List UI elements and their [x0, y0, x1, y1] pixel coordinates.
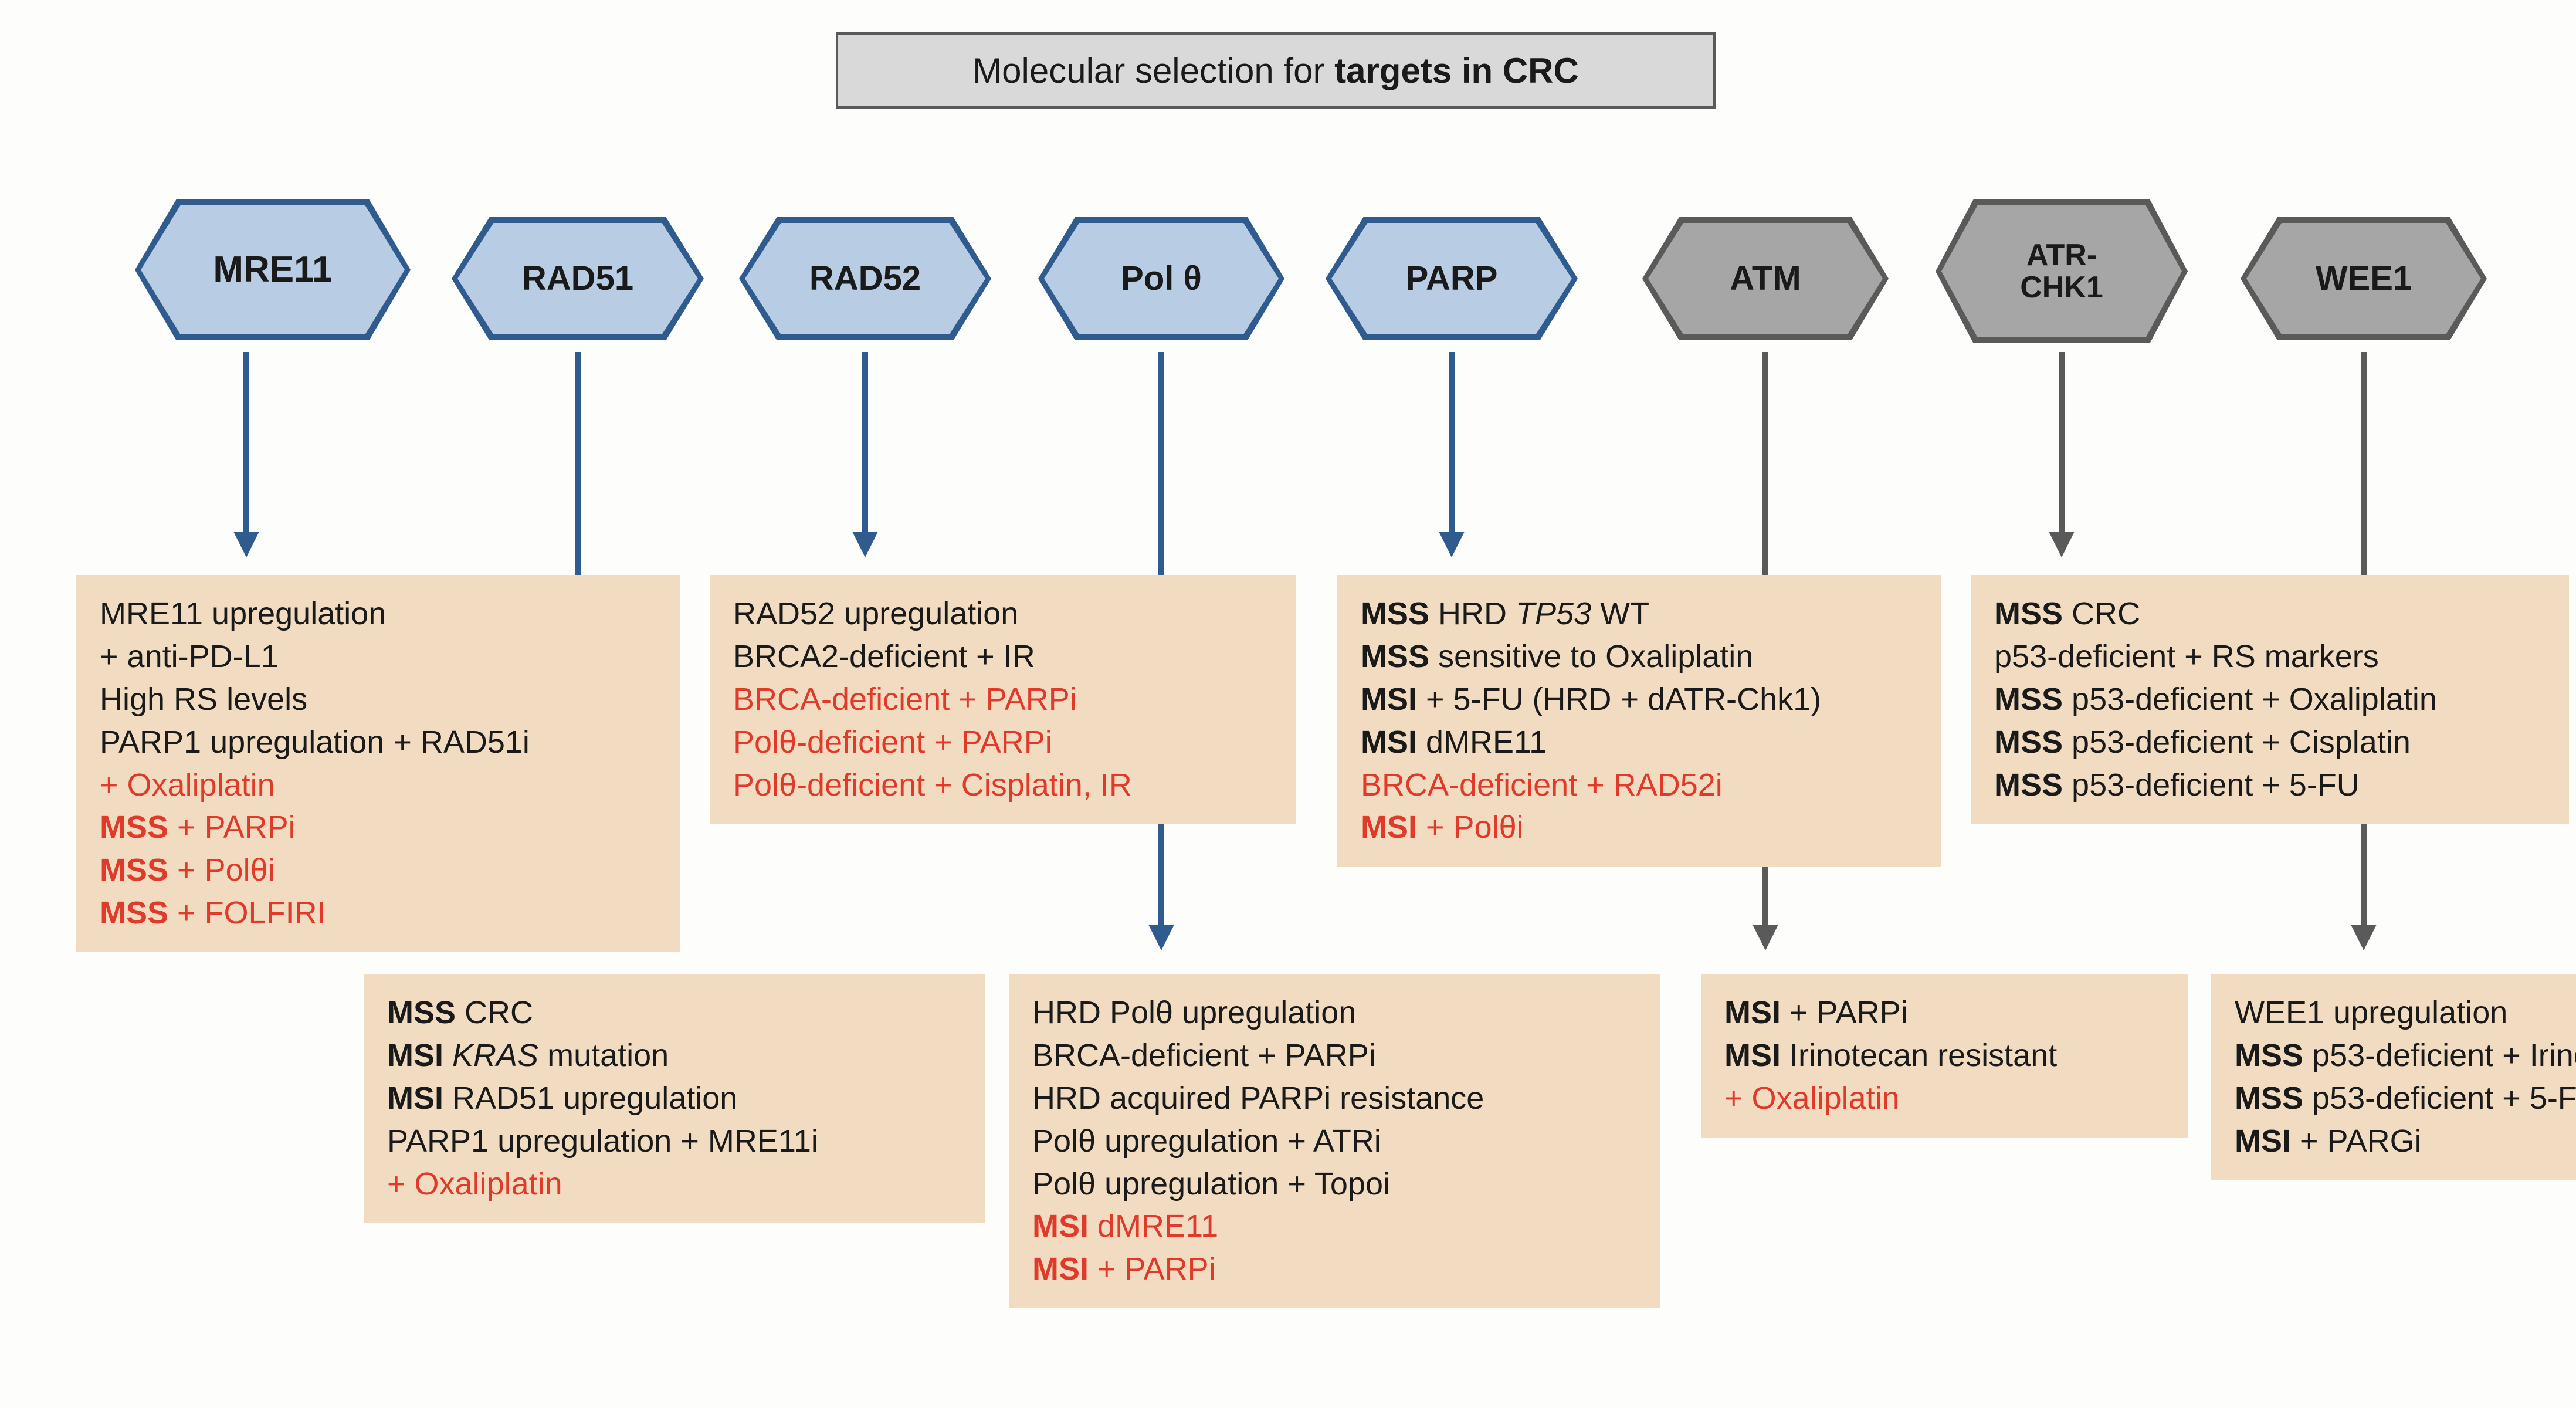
hex-parp: PARP	[1326, 217, 1578, 340]
title-text-plain: Molecular selection for	[972, 50, 1334, 91]
box-atm-line-2: + Oxaliplatin	[1724, 1077, 2164, 1120]
box-parp-line-0: MSS HRD TP53 WT	[1361, 593, 1918, 635]
box-rad52-line-2: BRCA-deficient + PARPi	[733, 678, 1273, 721]
arrow-head-mre11	[233, 532, 259, 557]
hex-label-rad51: RAD51	[517, 261, 638, 297]
hex-polth: Pol θ	[1038, 217, 1284, 340]
hex-atrchk1: ATR- CHK1	[1936, 199, 2188, 343]
box-mre11-line-1: + anti-PD-L1	[100, 635, 657, 678]
arrow-head-atrchk1	[2049, 532, 2075, 557]
box-atrchk1-line-1: p53-deficient + RS markers	[1994, 635, 2546, 678]
hex-label-parp: PARP	[1401, 261, 1503, 297]
box-polth-line-3: Polθ upregulation + ATRi	[1032, 1120, 1636, 1163]
box-polth: HRD Polθ upregulationBRCA-deficient + PA…	[1009, 974, 1660, 1308]
box-parp-line-1: MSS sensitive to Oxaliplatin	[1361, 635, 1918, 678]
box-atm-line-0: MSI + PARPi	[1724, 991, 2164, 1034]
box-mre11-line-5: MSS + PARPi	[100, 806, 657, 849]
box-polth-line-1: BRCA-deficient + PARPi	[1032, 1034, 1636, 1077]
hex-label-polth: Pol θ	[1116, 261, 1206, 297]
box-wee1-line-1: MSS p53-deficient + Irinotecan	[2235, 1034, 2576, 1077]
box-rad52-line-3: Polθ-deficient + PARPi	[733, 721, 1273, 764]
box-rad51-line-4: + Oxaliplatin	[387, 1163, 962, 1206]
box-wee1-line-3: MSI + PARGi	[2235, 1120, 2576, 1163]
box-rad52: RAD52 upregulationBRCA2-deficient + IRBR…	[710, 575, 1296, 824]
box-atm: MSI + PARPiMSI Irinotecan resistant+ Oxa…	[1701, 974, 2188, 1138]
hex-label-atrchk1: ATR- CHK1	[2015, 239, 2108, 303]
box-wee1-line-0: WEE1 upregulation	[2235, 991, 2576, 1034]
box-rad51-line-1: MSI KRAS mutation	[387, 1034, 962, 1077]
box-polth-line-2: HRD acquired PARPi resistance	[1032, 1077, 1636, 1120]
box-parp-line-5: MSI + Polθi	[1361, 806, 1918, 849]
box-wee1: WEE1 upregulationMSS p53-deficient + Iri…	[2211, 974, 2576, 1180]
box-atrchk1-line-0: MSS CRC	[1994, 593, 2546, 635]
box-mre11-line-4: + Oxaliplatin	[100, 764, 657, 807]
box-atrchk1-line-4: MSS p53-deficient + 5-FU	[1994, 764, 2546, 807]
hex-label-wee1: WEE1	[2311, 261, 2416, 297]
hex-label-rad52: RAD52	[805, 261, 926, 297]
box-polth-line-6: MSI + PARPi	[1032, 1248, 1636, 1291]
box-rad51-line-2: MSI RAD51 upregulation	[387, 1077, 962, 1120]
box-rad51-line-0: MSS CRC	[387, 991, 962, 1034]
hex-rad52: RAD52	[739, 217, 991, 340]
box-polth-line-0: HRD Polθ upregulation	[1032, 991, 1636, 1034]
title-box: Molecular selection for targets in CRC	[836, 32, 1716, 109]
arrow-head-polth	[1148, 925, 1174, 950]
title-text-bold: targets in CRC	[1334, 50, 1579, 91]
box-atrchk1: MSS CRCp53-deficient + RS markersMSS p53…	[1971, 575, 2569, 824]
hex-wee1: WEE1	[2241, 217, 2487, 340]
box-wee1-line-2: MSS p53-deficient + 5-FU	[2235, 1077, 2576, 1120]
box-polth-line-5: MSI dMRE11	[1032, 1205, 1636, 1248]
hex-mre11: MRE11	[135, 199, 411, 340]
box-rad52-line-0: RAD52 upregulation	[733, 593, 1273, 635]
box-atrchk1-line-2: MSS p53-deficient + Oxaliplatin	[1994, 678, 2546, 721]
box-parp: MSS HRD TP53 WTMSS sensitive to Oxalipla…	[1337, 575, 1941, 867]
hex-label-mre11: MRE11	[208, 251, 337, 289]
arrow-head-rad52	[852, 532, 878, 557]
hex-rad51: RAD51	[452, 217, 704, 340]
box-atm-line-1: MSI Irinotecan resistant	[1724, 1034, 2164, 1077]
box-parp-line-3: MSI dMRE11	[1361, 721, 1918, 764]
arrow-head-parp	[1439, 532, 1465, 557]
box-rad51-line-3: PARP1 upregulation + MRE11i	[387, 1120, 962, 1163]
box-rad52-line-1: BRCA2-deficient + IR	[733, 635, 1273, 678]
box-mre11-line-6: MSS + Polθi	[100, 849, 657, 892]
box-rad51: MSS CRCMSI KRAS mutationMSI RAD51 upregu…	[364, 974, 985, 1223]
box-parp-line-4: BRCA-deficient + RAD52i	[1361, 764, 1918, 807]
box-atrchk1-line-3: MSS p53-deficient + Cisplatin	[1994, 721, 2546, 764]
diagram-canvas: Molecular selection for targets in CRC M…	[0, 0, 2576, 1408]
box-polth-line-4: Polθ upregulation + Topoi	[1032, 1163, 1636, 1206]
hex-atm: ATM	[1642, 217, 1889, 340]
hex-label-atm: ATM	[1725, 261, 1805, 297]
box-mre11-line-7: MSS + FOLFIRI	[100, 892, 657, 935]
box-parp-line-2: MSI + 5-FU (HRD + dATR-Chk1)	[1361, 678, 1918, 721]
arrow-head-wee1	[2351, 925, 2377, 950]
box-mre11-line-3: PARP1 upregulation + RAD51i	[100, 721, 657, 764]
arrow-head-atm	[1753, 925, 1778, 950]
box-mre11-line-0: MRE11 upregulation	[100, 593, 657, 635]
box-mre11-line-2: High RS levels	[100, 678, 657, 721]
box-mre11: MRE11 upregulation+ anti-PD-L1High RS le…	[76, 575, 680, 952]
box-rad52-line-4: Polθ-deficient + Cisplatin, IR	[733, 764, 1273, 807]
